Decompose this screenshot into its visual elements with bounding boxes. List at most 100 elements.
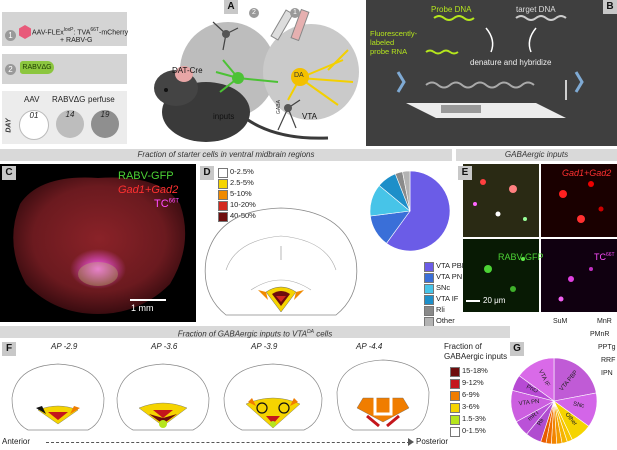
- panel-label-g: G: [510, 342, 524, 356]
- day-14: 14: [56, 110, 84, 138]
- day-01: 01: [19, 110, 49, 140]
- e-quadrant-merge: [463, 164, 539, 237]
- panel-d-header: Fraction of starter cells in ventral mid…: [0, 149, 452, 161]
- panel-label-b: B: [603, 0, 617, 14]
- panel-label-a: A: [224, 0, 238, 14]
- syringe-1: [270, 9, 294, 41]
- syringe-num-1: 1: [290, 8, 300, 18]
- legend-rabv-gfp: RABV-GFP: [118, 170, 174, 182]
- probe-dna-label: Probe DNA: [431, 5, 472, 14]
- brain-section: [13, 177, 186, 314]
- scale-bar-c: [130, 299, 166, 301]
- dat-cre-label: DAT-Cre: [172, 66, 203, 75]
- aav-text-1: AAV-FLEx: [32, 29, 64, 37]
- chromosome-left: [396, 71, 406, 93]
- f-bin-swatch-1: [450, 379, 460, 389]
- f-bin-label-2: 6-9%: [462, 390, 480, 399]
- pie-label-vta-pn: VTA PN: [518, 399, 539, 408]
- panel-f-header-text: Fraction of GABAergic inputs to VTA: [177, 329, 308, 339]
- day-19-text: 19: [100, 110, 110, 119]
- syringe-num-1-text: 1: [293, 9, 297, 16]
- chromosome-right: [574, 71, 584, 93]
- aav-text-3: -mCherry: [99, 29, 129, 37]
- mouse-tail: [247, 118, 329, 140]
- d-legend-swatch-vta-pn: [424, 273, 434, 283]
- day-14-text: 14: [65, 110, 75, 119]
- section-label-2: AP -3.6: [151, 342, 178, 351]
- e-quadrant-rabv: [463, 239, 539, 312]
- f-bin-swatch-0: [450, 367, 460, 377]
- d-bin-label-2: 5-10%: [230, 189, 252, 198]
- axis-anterior: Anterior: [2, 437, 31, 446]
- legend-tc-text: TC: [154, 198, 169, 210]
- e-quadrant-gad: [541, 164, 617, 237]
- panel-label-e: E: [458, 166, 472, 180]
- f-section-1: [11, 363, 105, 431]
- aav-text-2: : TVA: [73, 29, 91, 37]
- pie-slice-vta-pbp: [386, 170, 451, 252]
- e-quadrant-tc: [541, 239, 617, 312]
- pie-label-pno: PnO: [525, 384, 539, 395]
- section-label-3: AP -3.9: [251, 342, 278, 351]
- pie-label-rli: Rli: [537, 418, 546, 427]
- timeline-header-aav: AAV: [24, 95, 40, 104]
- d-legend-label-snc: SNc: [436, 283, 451, 292]
- d-bin-label-3: 10-20%: [230, 200, 256, 209]
- panel-f-header: Fraction of GABAergic inputs to VTADA ce…: [0, 326, 510, 339]
- scale-label-e: 20 μm: [483, 296, 506, 305]
- arrow-1: [485, 27, 494, 53]
- f-bin-label-5: 0-1.5%: [462, 426, 486, 435]
- f-bin-swatch-2: [450, 391, 460, 401]
- legend-tc-sup: 66T: [168, 198, 180, 205]
- aav-construct-line2: + RABV-G: [60, 37, 93, 44]
- d-bin-label-4: 40-50%: [230, 211, 256, 220]
- tissue-section: [441, 105, 481, 113]
- probe-rna-strand: [425, 49, 459, 55]
- gaba-soma: [284, 104, 292, 112]
- section-label-4: AP -4.4: [356, 342, 383, 351]
- step1-num-text: 1: [8, 31, 13, 40]
- section-label-1: AP -2.9: [51, 342, 78, 351]
- panel-f-header-end: cells: [313, 329, 333, 339]
- d-bin-swatch-0: [218, 168, 228, 178]
- pie-label-snc: SNc: [572, 401, 584, 409]
- d-legend-swatch-snc: [424, 284, 434, 294]
- panel-e-header: GABAergic inputs: [456, 149, 617, 161]
- panel-label-f: F: [2, 342, 16, 356]
- d-legend-label-rli: Rli: [436, 305, 445, 314]
- d-legend-swatch-rli: [424, 306, 434, 316]
- day-label: DAY: [5, 118, 13, 133]
- d-legend-label-vta-if: VTA IF: [436, 294, 459, 303]
- aav-hexagon-icon: [19, 25, 31, 39]
- f-bin-label-3: 3-6%: [462, 402, 480, 411]
- f-bin-swatch-3: [450, 403, 460, 413]
- d-bin-label-1: 2.5-5%: [230, 178, 254, 187]
- panel-f-header-sup: DA: [307, 329, 314, 335]
- aav-construct-text: AAV-FLExloxP: TVA66T-mCherry: [32, 27, 128, 36]
- hybrid-dna: [425, 81, 535, 89]
- syringe-num-2-text: 2: [252, 9, 256, 16]
- f-bin-label-4: 1.5-3%: [462, 414, 486, 423]
- tc-signal: [70, 249, 126, 289]
- panel-label-c: C: [2, 166, 16, 180]
- pie-slice-vta-pbp: [553, 357, 597, 402]
- axis-arrowhead: [408, 438, 414, 446]
- e-tc-sup: 66T: [606, 252, 615, 258]
- d-bin-swatch-1: [218, 179, 228, 189]
- step2-num-text: 2: [8, 65, 13, 74]
- step2-number: 2: [5, 64, 16, 75]
- day-01-text: 01: [29, 111, 39, 120]
- timeline-header-perfuse: perfuse: [88, 95, 115, 104]
- f-bin-swatch-4: [450, 415, 460, 425]
- vta-circle: [263, 24, 359, 120]
- probe-dna-strand: [433, 15, 475, 21]
- f-bin-label-1: 9-12%: [462, 378, 484, 387]
- day-19: 19: [91, 110, 119, 138]
- d-legend-swatch-vta-if: [424, 295, 434, 305]
- rabv-text: RABVΔG: [22, 64, 52, 71]
- legend-tc: TC66T: [154, 198, 179, 210]
- rabv-neuron-soma: [232, 72, 244, 84]
- e-rabv-label: RABV-GFP: [498, 252, 544, 262]
- panel-c-micrograph: [0, 164, 196, 322]
